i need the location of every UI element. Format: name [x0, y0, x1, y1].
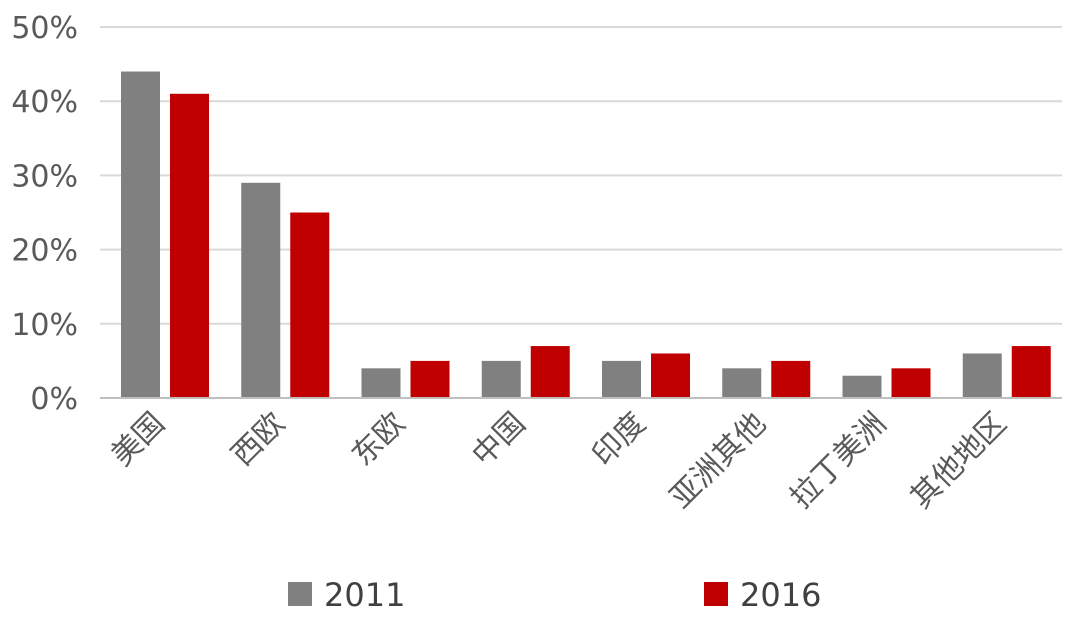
bar-2011-5 — [722, 368, 762, 398]
bar-2011-2 — [361, 368, 401, 398]
category-label: 亚洲其他 — [663, 406, 773, 516]
y-tick-label: 50% — [11, 11, 78, 46]
bar-2016-7 — [1011, 346, 1051, 398]
legend: 2011 2016 — [288, 576, 821, 614]
bar-2016-0 — [170, 93, 209, 398]
bar-2016-2 — [410, 360, 450, 398]
bar-2011-1 — [241, 182, 281, 398]
category-label: 东欧 — [345, 406, 412, 473]
bar-2016-6 — [891, 368, 931, 398]
category-label: 西欧 — [225, 406, 292, 473]
bar-2016-5 — [771, 360, 811, 398]
y-tick-label: 20% — [11, 234, 78, 269]
legend-label: 2016 — [740, 576, 821, 614]
category-labels: 美国 西欧 东欧 中国 印度 亚洲其他 拉丁美洲 其他地区 — [105, 406, 1014, 516]
legend-label: 2011 — [324, 576, 405, 614]
category-label: 其他地区 — [904, 406, 1014, 516]
legend-swatch-2016 — [704, 582, 728, 606]
category-label: 印度 — [586, 406, 653, 473]
category-label: 拉丁美洲 — [784, 406, 894, 516]
category-label: 中国 — [465, 406, 532, 473]
bar-2011-3 — [481, 360, 521, 398]
y-tick-label: 40% — [11, 85, 78, 120]
bar-2016-1 — [290, 212, 330, 398]
bar-2016-3 — [530, 346, 570, 398]
bar-2016-4 — [651, 353, 690, 398]
y-tick-label: 10% — [11, 308, 78, 343]
y-tick-label: 0% — [30, 382, 78, 417]
legend-swatch-2011 — [288, 582, 312, 606]
bar-2011-7 — [962, 353, 1002, 398]
bar-2011-4 — [602, 360, 641, 398]
y-tick-label: 30% — [11, 159, 78, 194]
bars — [121, 71, 1051, 399]
category-label: 美国 — [105, 406, 172, 473]
y-axis-tick-labels: 0% 10% 20% 30% 40% 50% — [11, 11, 78, 417]
bar-2011-6 — [842, 375, 882, 398]
bar-2011-0 — [121, 71, 160, 399]
